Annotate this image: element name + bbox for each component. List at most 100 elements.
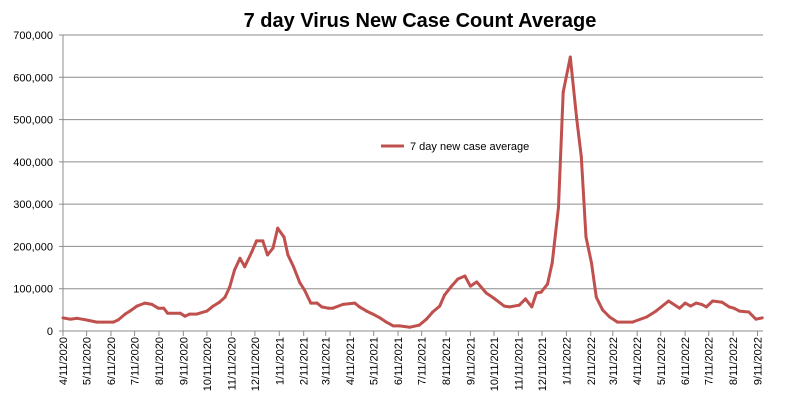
data-point <box>341 302 345 306</box>
data-point <box>391 324 395 328</box>
x-tick-label: 8/11/2020 <box>154 337 166 385</box>
data-point <box>584 235 588 239</box>
data-point <box>615 320 619 324</box>
data-point <box>218 300 222 304</box>
x-tick-label: 7/11/2022 <box>704 337 716 385</box>
data-point <box>178 311 182 315</box>
data-point <box>737 309 741 313</box>
data-point <box>298 280 302 284</box>
y-axis: 0 100,000 200,000 300,000 400,000 500,000 600,… <box>13 30 64 338</box>
data-point <box>720 300 724 304</box>
data-point <box>667 299 671 303</box>
x-tick-label: 11/11/2020 <box>226 337 238 390</box>
data-point <box>326 306 330 310</box>
x-tick-label: 7/11/2020 <box>130 337 142 385</box>
x-tick-label: 2/11/2021 <box>299 337 311 385</box>
x-tick-label: 6/11/2021 <box>393 337 405 385</box>
data-point <box>545 282 549 286</box>
x-tick-label: 10/11/2021 <box>489 337 501 391</box>
data-point <box>694 301 698 305</box>
data-point <box>123 312 127 316</box>
x-tick-label: 2/11/2022 <box>586 337 598 385</box>
data-point <box>302 288 306 292</box>
data-point <box>442 293 446 297</box>
legend: 7 day new case average <box>381 141 529 153</box>
data-point <box>475 280 479 284</box>
data-point <box>601 308 605 312</box>
data-point <box>371 312 375 316</box>
y-tick-label: 0 <box>47 326 53 338</box>
data-point <box>188 312 192 316</box>
data-point <box>645 315 649 319</box>
series-group <box>61 55 764 329</box>
chart-title: 7 day Virus New Case Count Average <box>244 10 597 32</box>
x-tick-label: 1/11/2022 <box>561 337 573 385</box>
y-tick-label: 500,000 <box>13 115 53 127</box>
data-point <box>211 304 215 308</box>
data-point <box>523 297 527 301</box>
data-point <box>384 320 388 324</box>
data-point <box>456 277 460 281</box>
data-point <box>727 305 731 309</box>
data-point <box>517 303 521 307</box>
data-point <box>561 90 565 94</box>
x-tick-label: 12/11/2020 <box>250 337 262 391</box>
data-point <box>493 297 497 301</box>
data-point <box>568 55 572 59</box>
data-point <box>683 301 687 305</box>
data-point <box>238 256 242 260</box>
data-point <box>286 253 290 257</box>
data-point <box>608 315 612 319</box>
data-point <box>550 261 554 265</box>
data-point <box>408 325 412 329</box>
data-point <box>508 305 512 309</box>
data-point <box>530 305 534 309</box>
data-point <box>135 304 139 308</box>
data-point <box>534 291 538 295</box>
data-point <box>365 309 369 313</box>
data-point <box>579 155 583 159</box>
x-tick-label: 4/11/2022 <box>632 337 644 385</box>
data-point <box>128 309 132 313</box>
y-tick-label: 100,000 <box>13 284 53 296</box>
data-point <box>678 306 682 310</box>
data-point <box>156 306 160 310</box>
data-point <box>309 301 313 305</box>
x-tick-label: 11/11/2021 <box>513 337 525 390</box>
series-line <box>62 55 763 329</box>
x-tick-label: 10/11/2020 <box>202 337 214 391</box>
x-tick-label: 3/11/2021 <box>321 337 333 385</box>
x-tick-label: 5/11/2021 <box>369 337 381 385</box>
data-point <box>331 306 335 310</box>
data-point <box>539 290 543 294</box>
data-point <box>689 304 693 308</box>
data-point <box>575 116 579 120</box>
data-point <box>254 239 258 243</box>
data-point <box>463 274 467 278</box>
x-tick-label: 5/11/2020 <box>82 337 94 385</box>
data-point <box>228 285 232 289</box>
data-point <box>353 301 357 305</box>
x-tick-label: 9/11/2022 <box>753 337 765 385</box>
data-point <box>250 250 254 254</box>
data-point <box>358 305 362 309</box>
data-point <box>271 246 275 250</box>
data-point <box>232 268 236 272</box>
data-point <box>162 306 166 310</box>
data-point <box>438 304 442 308</box>
data-point <box>166 311 170 315</box>
data-point <box>223 295 227 299</box>
y-tick-label: 700,000 <box>13 30 53 42</box>
data-point <box>315 301 319 305</box>
data-point <box>700 302 704 306</box>
x-tick-label: 9/11/2021 <box>465 337 477 385</box>
data-point <box>502 304 506 308</box>
data-point <box>205 309 209 313</box>
data-point <box>594 295 598 299</box>
data-point <box>291 265 295 269</box>
data-point <box>754 317 758 321</box>
data-point <box>630 320 634 324</box>
data-point <box>431 310 435 314</box>
data-point <box>243 265 247 269</box>
